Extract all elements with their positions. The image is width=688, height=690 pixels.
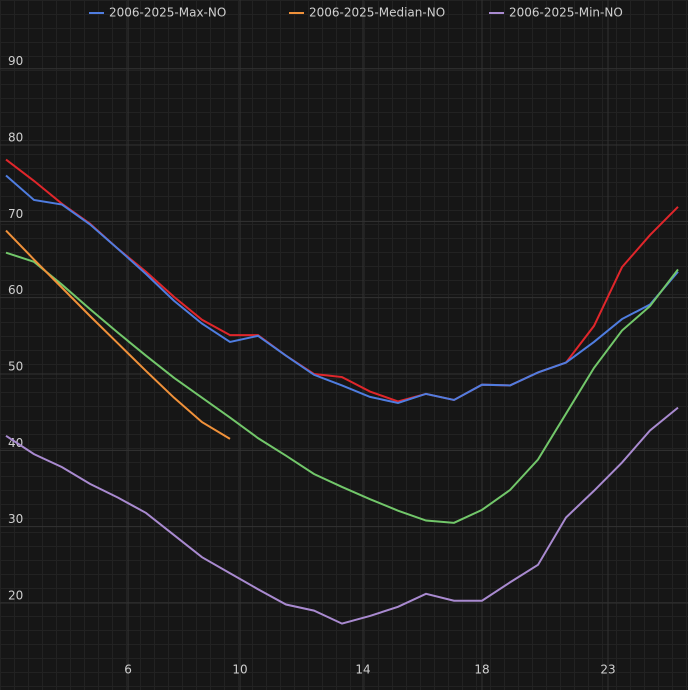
series-line <box>5 229 231 440</box>
legend-label: 2006-2025-Min-NO <box>509 6 623 20</box>
x-tick-label: 18 <box>474 663 489 677</box>
x-tick-label: 10 <box>232 663 247 677</box>
series-line <box>5 158 679 403</box>
series-line <box>5 251 679 524</box>
y-tick-label: 80 <box>8 131 23 145</box>
legend-label: 2006-2025-Max-NO <box>109 6 226 20</box>
legend-label: 2006-2025-Median-NO <box>309 6 445 20</box>
y-tick-label: 70 <box>8 207 23 221</box>
x-tick-label: 14 <box>355 663 370 677</box>
y-tick-label: 90 <box>8 54 23 68</box>
y-tick-label: 60 <box>8 283 23 297</box>
series-line <box>5 174 679 405</box>
y-tick-label: 50 <box>8 360 23 374</box>
series-line <box>5 406 679 625</box>
x-tick-label: 6 <box>124 663 132 677</box>
y-tick-label: 20 <box>8 588 23 602</box>
y-tick-label: 30 <box>8 512 23 526</box>
x-tick-label: 23 <box>600 663 615 677</box>
